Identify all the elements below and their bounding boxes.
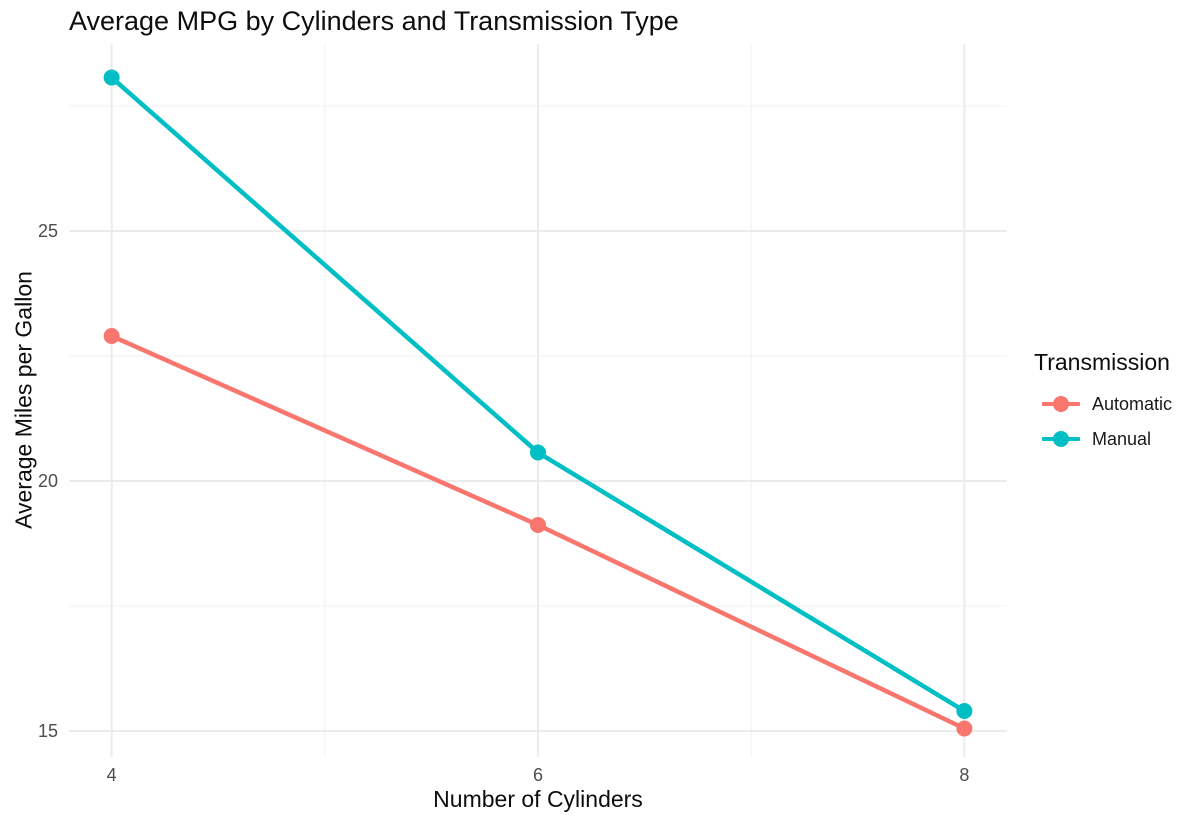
x-tick-label: 6 bbox=[533, 765, 543, 785]
legend-item-automatic[interactable]: Automatic bbox=[1042, 393, 1172, 415]
x-tick-label: 4 bbox=[107, 765, 117, 785]
data-point-manual-4cyl[interactable] bbox=[103, 69, 120, 86]
y-axis-title: Average Miles per Gallon bbox=[10, 271, 37, 529]
chart-title: Average MPG by Cylinders and Transmissio… bbox=[69, 6, 679, 36]
data-point-automatic-8cyl[interactable] bbox=[956, 720, 973, 737]
data-point-manual-6cyl[interactable] bbox=[530, 444, 546, 461]
data-point-manual-8cyl[interactable] bbox=[956, 703, 973, 719]
legend-item-label: Manual bbox=[1092, 428, 1152, 449]
legend-title: Transmission bbox=[1034, 349, 1170, 375]
legend: Transmission Automatic Manual bbox=[1034, 349, 1172, 463]
legend-key-manual-icon bbox=[1042, 430, 1080, 448]
legend-item-manual[interactable]: Manual bbox=[1042, 428, 1172, 450]
y-tick-label: 15 bbox=[38, 721, 58, 741]
data-point-automatic-6cyl[interactable] bbox=[530, 517, 546, 533]
legend-key-automatic-icon bbox=[1042, 395, 1080, 413]
data-point-automatic-4cyl[interactable] bbox=[103, 328, 120, 344]
y-tick-label: 20 bbox=[38, 471, 58, 491]
y-tick-label: 25 bbox=[38, 221, 58, 241]
legend-item-label: Automatic bbox=[1092, 393, 1173, 414]
x-tick-label: 8 bbox=[959, 765, 969, 785]
x-axis-title: Number of Cylinders bbox=[433, 786, 643, 812]
